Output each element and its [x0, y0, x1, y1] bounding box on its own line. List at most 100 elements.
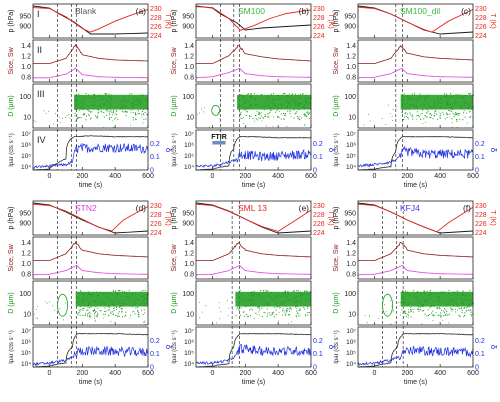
droplet-point — [95, 300, 97, 301]
droplet-point — [110, 312, 112, 314]
droplet-point — [116, 294, 118, 296]
droplet-point — [137, 298, 139, 300]
droplet-point — [269, 112, 271, 113]
p-axis-label: p (hPa) — [171, 10, 178, 33]
d-axis-label: D (µm) — [333, 292, 340, 314]
droplet-point — [118, 290, 120, 292]
droplet-point — [443, 310, 445, 312]
temperature-line — [32, 203, 149, 232]
droplet-point — [82, 102, 84, 104]
droplet-point — [308, 108, 310, 110]
delta-axis-label: δ — [489, 345, 498, 350]
droplet-point — [427, 309, 429, 311]
droplet-point — [77, 303, 79, 305]
droplet-point — [125, 311, 127, 313]
droplet-point — [430, 293, 432, 295]
droplet-point — [94, 318, 95, 319]
droplet-point — [235, 294, 237, 296]
highlight-ellipse — [211, 105, 221, 116]
s-axis-label: Sice, Sw — [333, 243, 340, 271]
droplet-point — [104, 307, 106, 309]
t-tick-label: 224 — [313, 33, 325, 40]
droplet-point — [119, 306, 121, 307]
i-tick-label: 10⁷ — [346, 131, 356, 138]
droplet-point — [462, 119, 464, 121]
droplet-point — [121, 311, 123, 313]
droplet-point — [423, 98, 425, 100]
highlight-ellipse — [57, 293, 68, 317]
droplet-point — [247, 108, 249, 109]
droplet-point — [457, 94, 459, 96]
droplet-point — [35, 121, 37, 123]
droplet-point — [128, 108, 130, 110]
droplet-point — [309, 291, 311, 293]
droplet-point — [471, 108, 473, 110]
droplet-point — [108, 309, 110, 311]
droplet-point — [146, 113, 148, 115]
droplet-point — [110, 107, 112, 109]
droplet-point — [459, 316, 461, 318]
droplet-point — [80, 108, 82, 110]
droplet-point — [438, 299, 440, 301]
droplet-point — [429, 113, 431, 115]
droplet-point — [239, 293, 241, 295]
droplet-point — [434, 110, 436, 112]
s-axis-label: Sice, Sw — [8, 46, 15, 74]
droplet-point — [432, 118, 434, 120]
droplet-point — [199, 317, 201, 318]
droplet-point — [116, 110, 118, 112]
droplet-point — [470, 96, 472, 98]
droplet-point — [267, 305, 269, 307]
droplet-point — [239, 289, 241, 291]
droplet-point — [464, 295, 466, 296]
droplet-point — [94, 319, 96, 321]
droplet-point — [416, 108, 418, 110]
d-axis-label: D (µm) — [8, 95, 15, 117]
droplet-point — [467, 305, 469, 306]
droplet-point — [308, 299, 310, 301]
droplet-point — [275, 314, 277, 315]
droplet-point — [143, 309, 145, 311]
i-axis-label: Ipar (cts s⁻¹) — [9, 133, 15, 167]
droplet-point — [446, 311, 448, 312]
droplet-point — [424, 115, 426, 117]
droplet-point — [269, 108, 271, 109]
droplet-point — [112, 290, 114, 292]
droplet-point — [132, 108, 133, 110]
t-tick-label: 228 — [475, 15, 487, 22]
x-tick-label: 0 — [372, 173, 376, 180]
droplet-point — [131, 103, 133, 104]
droplet-point — [266, 108, 268, 110]
droplet-point — [288, 309, 290, 310]
droplet-point — [135, 307, 137, 309]
droplet-point — [466, 307, 467, 308]
droplet-point — [298, 103, 300, 105]
droplet-point — [408, 310, 410, 312]
d-tick-label: 10 — [23, 115, 31, 122]
droplet-point — [456, 119, 458, 121]
droplet-point — [90, 296, 92, 298]
droplet-point — [142, 103, 144, 105]
droplet-point — [100, 98, 102, 100]
droplet-point — [136, 103, 138, 105]
droplet-point — [78, 117, 80, 119]
s-tick-label: 1.0 — [184, 64, 194, 71]
droplet-point — [425, 300, 427, 302]
droplet-point — [79, 309, 80, 311]
s-axis-label: Sice, Sw — [8, 243, 15, 271]
droplet-point — [283, 310, 285, 312]
droplet-point — [406, 315, 408, 317]
x-axis-label: time (s) — [404, 182, 427, 189]
droplet-point — [257, 293, 259, 295]
droplet-point — [138, 314, 140, 316]
droplet-point — [282, 314, 284, 316]
droplet-point — [418, 116, 420, 118]
droplet-point — [268, 98, 270, 99]
droplet-point — [417, 296, 419, 298]
droplet-point — [245, 305, 247, 307]
droplet-point — [142, 290, 144, 291]
t-tick-label: 226 — [475, 221, 487, 228]
droplet-point — [303, 290, 305, 292]
droplet-point — [469, 117, 471, 119]
droplet-point — [142, 299, 144, 301]
